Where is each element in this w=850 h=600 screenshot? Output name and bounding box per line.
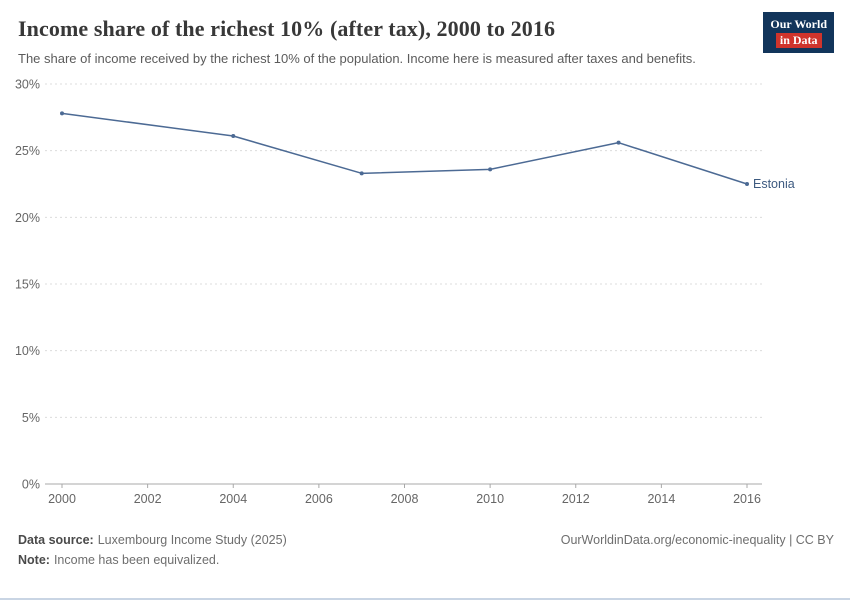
x-tick-label: 2006 — [305, 492, 333, 506]
data-point[interactable] — [616, 141, 621, 146]
owid-logo-line-2: in Data — [775, 33, 822, 48]
data-point[interactable] — [359, 171, 364, 176]
y-tick-label: 25% — [15, 145, 40, 159]
owid-logo: Our World in Data — [763, 12, 834, 53]
data-point[interactable] — [745, 182, 749, 187]
y-tick-label: 10% — [15, 345, 40, 359]
data-source-text[interactable]: Luxembourg Income Study (2025) — [97, 533, 287, 548]
footer-left: Data source: Luxembourg Income Study (202… — [18, 531, 287, 570]
data-point[interactable] — [488, 167, 493, 172]
y-tick-label: 30% — [15, 78, 40, 92]
x-tick-label: 2012 — [562, 492, 590, 506]
owid-citation-link[interactable]: OurWorldinData.org/economic-inequality |… — [560, 533, 834, 548]
chart-header: Income share of the richest 10% (after t… — [0, 0, 850, 68]
data-source-line: Data source: Luxembourg Income Study (202… — [18, 531, 287, 550]
y-tick-label: 0% — [22, 478, 40, 492]
chart-area: 0% 5% 10% 15% 20% 25% 30% 2000 2002 2004 2006 2008 2… — [0, 72, 850, 525]
owid-logo-line-1: Our World — [770, 17, 827, 31]
x-tick-label: 2000 — [48, 492, 76, 506]
line-chart-svg: 0% 5% 10% 15% 20% 25% 30% 2000 2002 2004 2006 2008 2… — [15, 78, 795, 507]
data-source-label: Data source: — [18, 533, 94, 548]
x-tick-label: 2004 — [219, 492, 247, 506]
chart-footer: Data source: Luxembourg Income Study (202… — [0, 525, 850, 570]
note-text: Income has been equivalized. — [53, 552, 220, 567]
data-line[interactable] — [61, 113, 748, 186]
x-tick-label: 2008 — [391, 492, 419, 506]
x-tick-label: 2010 — [476, 492, 504, 506]
series-end-label: Estonia — [753, 177, 795, 191]
x-tick-label: 2014 — [647, 492, 675, 506]
title-block: Income share of the richest 10% (after t… — [18, 12, 696, 68]
chart-subtitle: The share of income received by the rich… — [18, 51, 696, 66]
bottom-rule — [0, 598, 850, 600]
note-line: Note: Income has been equivalized. — [18, 551, 287, 570]
y-tick-label: 20% — [15, 211, 40, 225]
x-tick-label: 2002 — [134, 492, 162, 506]
x-tick-label: 2016 — [733, 492, 761, 506]
note-label: Note: — [18, 552, 50, 567]
data-point[interactable] — [60, 111, 64, 116]
data-point[interactable] — [231, 134, 236, 139]
y-tick-label: 15% — [15, 278, 40, 292]
y-tick-label: 5% — [22, 411, 40, 425]
chart-title: Income share of the richest 10% (after t… — [18, 16, 556, 41]
